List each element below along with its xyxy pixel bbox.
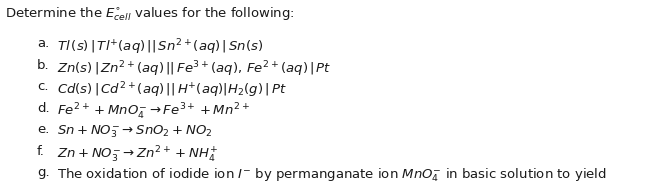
Text: $\mathit{Zn}+\mathit{NO}_{3}^{-}\rightarrow \mathit{Zn}^{2+}+\mathit{NH}_{4}^{+}: $\mathit{Zn}+\mathit{NO}_{3}^{-}\rightar…	[57, 145, 218, 165]
Text: $\mathit{Tl}\,(s)\,|\,\mathit{Tl}^{+}(aq)\,||\,\mathit{Sn}^{2+}(aq)\,|\,\mathit{: $\mathit{Tl}\,(s)\,|\,\mathit{Tl}^{+}(aq…	[57, 37, 263, 57]
Text: Determine the $E^{\circ}_{cell}$ values for the following:: Determine the $E^{\circ}_{cell}$ values …	[5, 6, 295, 23]
Text: d.: d.	[37, 102, 50, 115]
Text: f.: f.	[37, 145, 45, 158]
Text: The oxidation of iodide ion $\mathit{I}^{-}$ by permanganate ion $\mathit{MnO}_{: The oxidation of iodide ion $\mathit{I}^…	[57, 166, 607, 184]
Text: $\mathit{Zn}(s)\,|\,\mathit{Zn}^{2+}(aq)\,||\,\mathit{Fe}^{3+}(aq),\,\mathit{Fe}: $\mathit{Zn}(s)\,|\,\mathit{Zn}^{2+}(aq)…	[57, 59, 332, 79]
Text: $\mathit{Fe}^{2+}+\mathit{MnO}_{4}^{-}\rightarrow \mathit{Fe}^{3+}+\mathit{Mn}^{: $\mathit{Fe}^{2+}+\mathit{MnO}_{4}^{-}\r…	[57, 102, 250, 122]
Text: b.: b.	[37, 59, 50, 72]
Text: $\mathit{Sn}+\mathit{NO}_{3}^{-}\rightarrow \mathit{SnO}_{2}+\mathit{NO}_{2}$: $\mathit{Sn}+\mathit{NO}_{3}^{-}\rightar…	[57, 123, 213, 140]
Text: g.: g.	[37, 166, 50, 180]
Text: a.: a.	[37, 37, 49, 50]
Text: $\mathit{Cd}(s)\,|\,\mathit{Cd}^{2+}(aq)\,||\,\mathit{H}^{+}(aq)|\mathit{H}_{2}(: $\mathit{Cd}(s)\,|\,\mathit{Cd}^{2+}(aq)…	[57, 80, 287, 100]
Text: e.: e.	[37, 123, 49, 137]
Text: c.: c.	[37, 80, 48, 94]
